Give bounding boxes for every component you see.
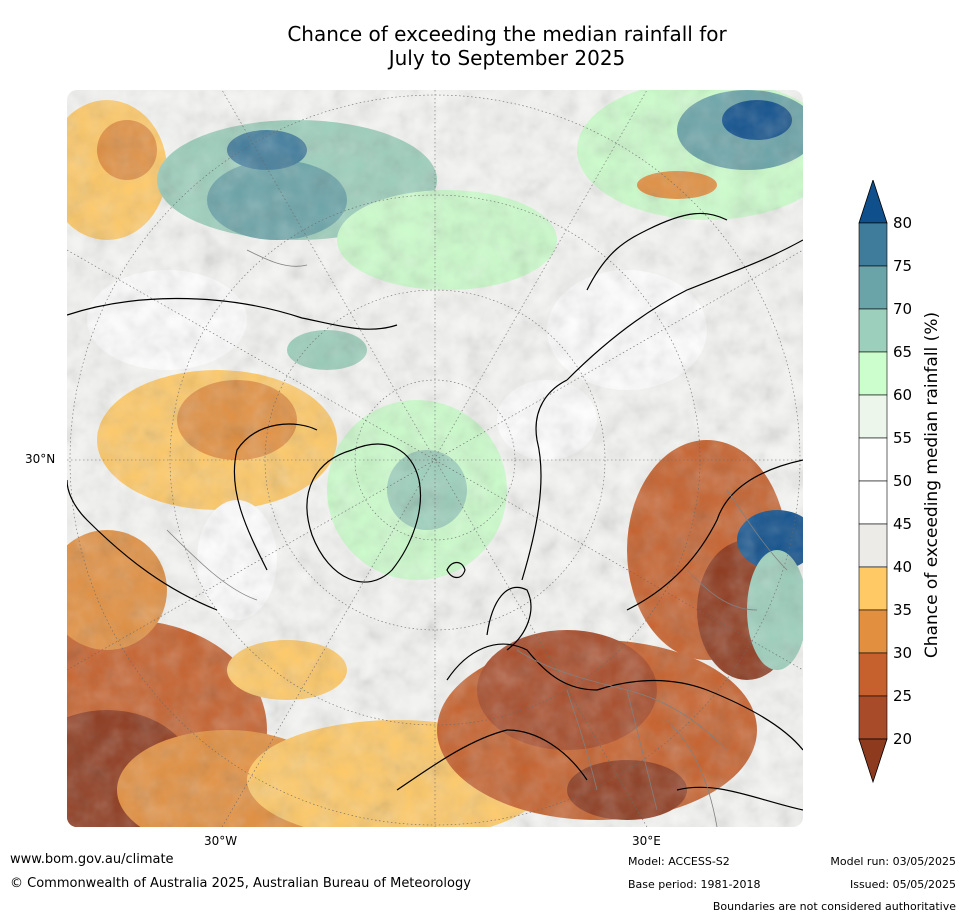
lat-label-30n: 30°N (25, 452, 56, 466)
colorbar-tick-label: 50 (893, 472, 913, 490)
title-line-1: Chance of exceeding the median rainfall … (287, 22, 727, 46)
colorbar-tick-label: 45 (893, 515, 913, 533)
colorbar-band (858, 523, 888, 568)
colorbar-tick-label: 40 (893, 558, 913, 576)
country-boundaries (166, 249, 788, 827)
colorbar-tick-label: 25 (893, 687, 913, 705)
colorbar-band (858, 695, 888, 740)
colorbar-title: Chance of exceeding median rainfall (%) (922, 311, 942, 659)
colorbar-tick-label: 60 (893, 386, 913, 404)
footer-model-run: Model run: 03/05/2025 (830, 855, 956, 868)
lon-label-30w: 30°W (204, 834, 238, 848)
colorbar-tick-label: 80 (893, 214, 913, 232)
colorbar-tick-label: 30 (893, 644, 913, 662)
colorbar-tick-label: 35 (893, 601, 913, 619)
colorbar-band (858, 609, 888, 654)
polar-rainfall-map (67, 90, 803, 827)
colorbar-band (858, 566, 888, 611)
lon-label-30e: 30°E (632, 834, 661, 848)
map-title: Chance of exceeding the median rainfall … (0, 22, 965, 70)
footer-base-period: Base period: 1981-2018 (628, 878, 761, 891)
colorbar-band (858, 652, 888, 697)
colorbar-band (858, 437, 888, 482)
colorbar-tick-label: 20 (893, 730, 913, 748)
colorbar-bands (858, 180, 888, 784)
colorbar-band (858, 308, 888, 353)
footer-disclaimer: Boundaries are not considered authoritat… (712, 900, 956, 913)
colorbar-tick-label: 70 (893, 300, 913, 318)
footer-model: Model: ACCESS-S2 (628, 855, 730, 868)
coastlines (67, 212, 803, 811)
colorbar-tick-label: 55 (893, 429, 913, 447)
colorbar-tick-label: 75 (893, 257, 913, 275)
colorbar-band (858, 222, 888, 267)
colorbar (858, 180, 888, 784)
footer-issued: Issued: 05/05/2025 (849, 878, 956, 891)
colorbar-band (858, 351, 888, 396)
colorbar-band (858, 480, 888, 525)
footer-url[interactable]: www.bom.gov.au/climate (10, 852, 174, 867)
colorbar-band (858, 265, 888, 310)
colorbar-extension-bottom (858, 738, 888, 784)
title-line-2: July to September 2025 (388, 46, 626, 70)
colorbar-extension-top (858, 180, 888, 224)
graticule (67, 90, 803, 827)
footer-copyright: © Commonwealth of Australia 2025, Austra… (10, 876, 471, 891)
colorbar-tick-label: 65 (893, 343, 913, 361)
colorbar-band (858, 394, 888, 439)
